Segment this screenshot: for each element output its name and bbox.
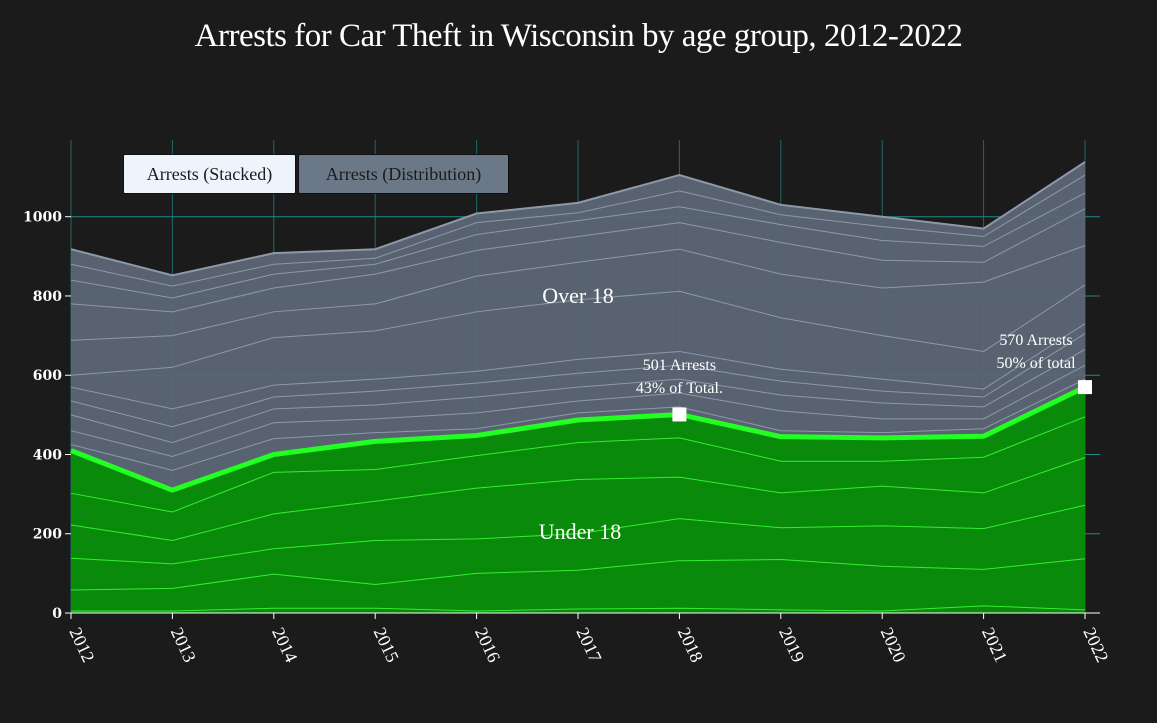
annotation-arrests-text: 570 Arrests <box>999 332 1072 349</box>
over-18-band-line <box>70 192 1086 299</box>
over-18-band-line <box>70 349 1086 444</box>
annotation-percent-text: 43% of Total. <box>636 380 723 397</box>
x-tick-label: 2021 <box>978 624 1011 665</box>
annotation-percent-text: 50% of total <box>996 355 1076 372</box>
stacked-view-button[interactable]: Arrests (Stacked) <box>123 154 296 194</box>
under-18-area <box>71 387 1085 613</box>
y-tick-label: 0 <box>52 606 62 622</box>
over-18-band-line <box>70 323 1086 410</box>
over-18-band-line <box>70 161 1086 277</box>
under-18-band-line <box>70 504 1086 565</box>
y-tick-label: 800 <box>33 289 62 305</box>
x-tick-label: 2014 <box>268 624 301 665</box>
annotation-marker <box>672 407 687 422</box>
over-18-band-line <box>70 364 1086 457</box>
x-tick-label: 2015 <box>370 624 403 665</box>
x-tick-label: 2019 <box>775 624 808 665</box>
x-tick-label: 2018 <box>674 624 707 665</box>
over-18-label: Over 18 <box>542 283 613 308</box>
annotation-marker <box>1078 380 1092 395</box>
under-18-total-line <box>70 384 1087 493</box>
chart-title: Arrests for Car Theft in Wisconsin by ag… <box>194 18 963 54</box>
y-tick-label: 200 <box>33 527 62 543</box>
annotations: 501 Arrests 43% of Total. 570 Arrests 50% o… <box>636 332 1092 422</box>
over-18-band-line <box>70 378 1086 471</box>
under-18-band-line <box>70 457 1086 541</box>
area-layers <box>71 162 1085 613</box>
over-18-band-line <box>70 284 1086 376</box>
y-tick-label: 600 <box>33 368 62 384</box>
under-18-band-line <box>71 605 1086 612</box>
x-tick-label: 2017 <box>572 624 605 665</box>
series-lines <box>70 161 1087 612</box>
x-tick-label: 2022 <box>1079 624 1112 665</box>
over-18-band-line <box>70 245 1086 341</box>
y-tick-label: 1000 <box>23 210 62 226</box>
distribution-view-button[interactable]: Arrests (Distribution) <box>298 154 509 194</box>
x-tick-label: 2016 <box>471 624 504 665</box>
x-tick-label: 2020 <box>877 624 910 665</box>
over-18-area <box>71 162 1085 491</box>
annotation-arrests-text: 501 Arrests <box>643 357 716 374</box>
x-tick-label: 2013 <box>167 624 200 665</box>
y-axis: 0 200 400 600 800 1000 <box>23 210 71 622</box>
over-18-band-line <box>70 333 1086 428</box>
y-tick-label: 400 <box>33 447 62 463</box>
under-18-label: Under 18 <box>539 519 621 544</box>
x-tick-label: 2012 <box>65 624 98 665</box>
over-18-band-line <box>70 174 1086 287</box>
over-18-band-line <box>70 208 1086 313</box>
x-axis: 2012 2013 2014 2015 2016 2017 2018 2019 2020 2021… <box>65 612 1113 665</box>
under-18-band-line <box>70 416 1086 513</box>
under-18-band-line <box>70 558 1086 591</box>
